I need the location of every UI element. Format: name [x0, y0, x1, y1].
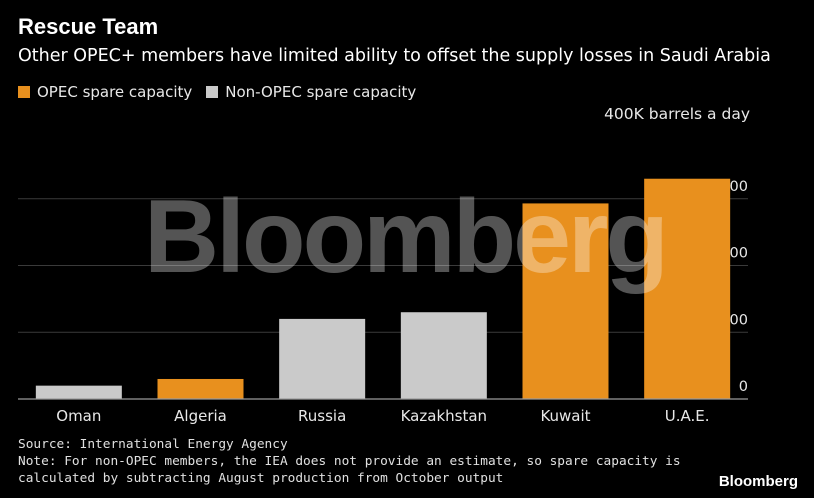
legend-item-opec: OPEC spare capacity [18, 83, 192, 101]
bar-oman [35, 385, 122, 399]
legend-item-non-opec: Non-OPEC spare capacity [206, 83, 416, 101]
note-line-1: Note: For non-OPEC members, the IEA does… [18, 454, 681, 469]
legend-swatch-non-opec [206, 86, 219, 98]
x-tick-label: Kuwait [540, 407, 590, 425]
bar-algeria [157, 378, 244, 399]
bar-uae [644, 178, 731, 399]
bloomberg-watermark: Bloomberg [144, 179, 666, 295]
legend-label-non-opec: Non-OPEC spare capacity [225, 83, 417, 101]
bar-kazakhstan [400, 312, 487, 399]
bloomberg-logo: Bloomberg [718, 473, 798, 490]
x-tick-label: U.A.E. [665, 407, 710, 425]
x-tick-label: Russia [298, 407, 346, 425]
unit-label: 400K barrels a day [604, 105, 750, 123]
bar-russia [279, 318, 366, 399]
chart-title: Rescue Team [18, 14, 159, 39]
legend-swatch-opec [18, 86, 30, 98]
bar-kuwait [522, 203, 609, 399]
x-tick-label: Algeria [174, 407, 227, 425]
legend: OPEC spare capacity Non-OPEC spare capac… [18, 83, 430, 101]
x-tick-label: Kazakhstan [401, 407, 487, 425]
source-note: Source: International Energy Agency [18, 437, 288, 452]
chart-subtitle: Other OPEC+ members have limited ability… [18, 46, 771, 66]
legend-label-opec: OPEC spare capacity [37, 83, 193, 101]
y-tick-label: 0 [739, 379, 748, 395]
chart-footer: Source: International Energy Agency Note… [18, 436, 681, 487]
note-line-2: calculated by subtracting August product… [18, 471, 504, 486]
x-tick-label: Oman [56, 407, 101, 425]
